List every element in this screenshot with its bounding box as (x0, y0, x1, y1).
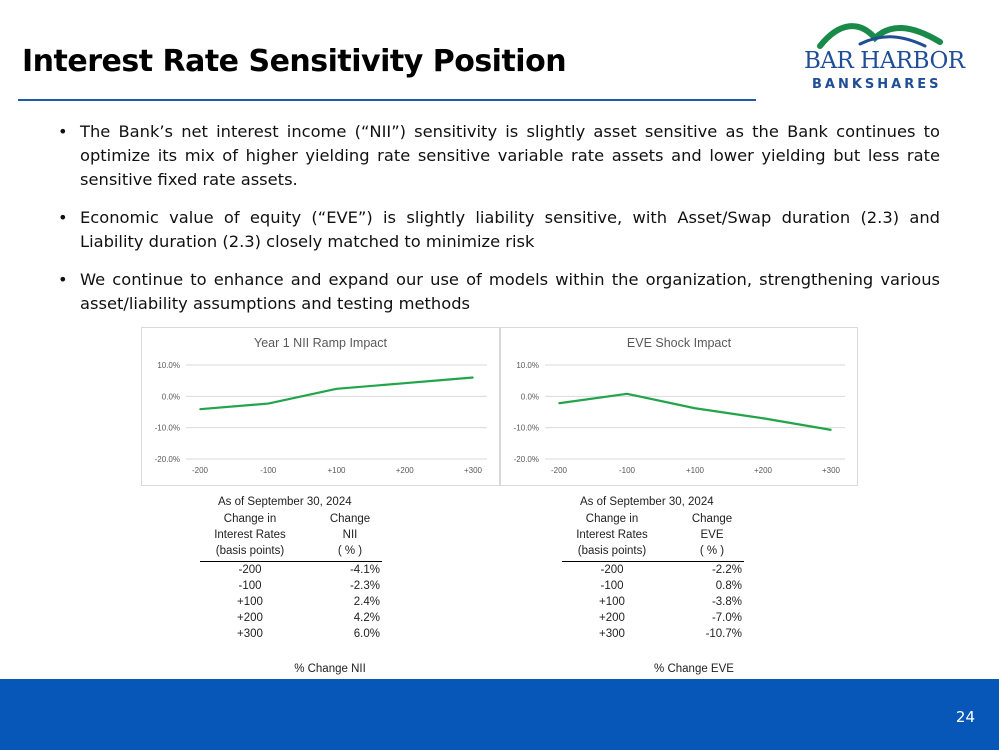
y-tick-label: 10.0% (516, 361, 539, 370)
value-cell: -2.3% (349, 580, 380, 592)
eve-line-chart: EVE Shock Impact 10.0% 0.0% -10.0% -20.0% -20… (514, 336, 845, 475)
table-as-of: As of September 30, 2024 (218, 496, 352, 508)
bullet-list: The Bank’s net interest income (“NII”) s… (58, 120, 940, 330)
col-header: Change (329, 513, 371, 525)
value-cell: 4.2% (353, 612, 380, 624)
y-tick-label: 10.0% (157, 361, 180, 370)
data-point (558, 402, 560, 405)
col-header: ( % ) (699, 545, 725, 557)
table-row: +100 2.4% (200, 596, 390, 612)
table-row: +100 -3.8% (562, 596, 752, 612)
rate-cell: -200 (600, 564, 624, 576)
rate-cell: +200 (237, 612, 263, 624)
nii-line-chart: Year 1 NII Ramp Impact 10.0% 0.0% -10.0% -20… (155, 336, 487, 475)
series-line (558, 392, 832, 431)
bullet-item: The Bank’s net interest income (“NII”) s… (58, 120, 940, 192)
eve-chart-panel: EVE Shock Impact 10.0% 0.0% -10.0% -20.0% -20… (500, 327, 858, 486)
data-point (694, 407, 696, 410)
mountain-logo-icon (817, 23, 943, 49)
rate-cell: -100 (600, 580, 624, 592)
x-tick-label: -100 (619, 466, 636, 475)
table-row: -200 -2.2% (562, 564, 752, 580)
logo-text-top: BAR HARBOR (804, 48, 965, 74)
data-point (472, 376, 474, 379)
y-tick-label: -20.0% (514, 455, 539, 464)
rate-cell: +200 (599, 612, 625, 624)
y-tick-label: -10.0% (514, 424, 539, 433)
col-header: NII (342, 529, 358, 541)
table-row: +300 6.0% (200, 628, 390, 644)
value-cell: -10.7% (705, 628, 742, 640)
page-number: 24 (955, 708, 975, 726)
y-tick-label: 0.0% (162, 392, 180, 401)
table-footer: % Change NII (294, 663, 366, 675)
table-row: +300 -10.7% (562, 628, 752, 644)
rate-cell: +100 (237, 596, 263, 608)
x-tick-label: +300 (464, 466, 483, 475)
rate-cell: -100 (238, 580, 262, 592)
col-header: Interest Rates (576, 529, 648, 541)
header-underline (200, 561, 382, 562)
x-tick-label: -200 (192, 466, 209, 475)
data-point (199, 408, 201, 410)
rate-cell: +300 (599, 628, 625, 640)
col-header: Change in (223, 513, 277, 525)
table-row: -100 -2.3% (200, 580, 390, 596)
col-header: Interest Rates (214, 529, 286, 541)
company-logo: BAR HARBOR BANKSHARES (800, 16, 965, 96)
bullet-item: Economic value of equity (“EVE”) is slig… (58, 206, 940, 254)
x-tick-label: -200 (551, 466, 568, 475)
bullet-item: We continue to enhance and expand our us… (58, 268, 940, 316)
data-point (626, 393, 628, 395)
chart-title: Year 1 NII Ramp Impact (254, 336, 387, 350)
x-tick-label: -100 (260, 466, 277, 475)
table-row: -100 0.8% (562, 580, 752, 596)
table-row: +200 -7.0% (562, 612, 752, 628)
y-tick-label: -10.0% (155, 424, 180, 433)
table-row: -200 -4.1% (200, 564, 390, 580)
y-tick-label: -20.0% (155, 455, 180, 464)
footer-bar (0, 679, 999, 750)
series-line (199, 376, 474, 411)
table-row: +200 4.2% (200, 612, 390, 628)
data-point (762, 417, 764, 420)
col-header: ( % ) (337, 545, 363, 557)
x-tick-label: +300 (822, 466, 841, 475)
page-title: Interest Rate Sensitivity Position (22, 44, 567, 79)
col-header: Change (691, 513, 733, 525)
nii-chart-panel: Year 1 NII Ramp Impact 10.0% 0.0% -10.0% -20… (141, 327, 500, 486)
data-point (830, 429, 832, 431)
value-cell: 0.8% (715, 580, 742, 592)
value-cell: -2.2% (711, 564, 742, 576)
x-tick-label: +100 (686, 466, 705, 475)
table-footer: % Change EVE (654, 663, 734, 675)
table-as-of: As of September 30, 2024 (580, 496, 714, 508)
value-cell: 2.4% (353, 596, 380, 608)
data-point (267, 402, 270, 405)
y-tick-label: 0.0% (521, 392, 539, 401)
data-point (403, 382, 406, 384)
value-cell: -7.0% (711, 612, 742, 624)
header-underline (562, 561, 744, 562)
rate-cell: +300 (237, 628, 263, 640)
x-tick-label: +200 (754, 466, 773, 475)
logo-text-bottom: BANKSHARES (812, 77, 942, 92)
col-header: (basis points) (577, 545, 647, 557)
col-header: (basis points) (215, 545, 285, 557)
col-header: EVE (700, 529, 724, 541)
value-cell: -4.1% (349, 564, 380, 576)
x-tick-label: +100 (327, 466, 346, 475)
value-cell: -3.8% (711, 596, 742, 608)
value-cell: 6.0% (353, 628, 380, 640)
rate-cell: +100 (599, 596, 625, 608)
title-divider (18, 99, 756, 101)
col-header: Change in (585, 513, 639, 525)
data-point (335, 388, 338, 390)
chart-title: EVE Shock Impact (627, 336, 732, 350)
x-tick-label: +200 (396, 466, 415, 475)
rate-cell: -200 (238, 564, 262, 576)
